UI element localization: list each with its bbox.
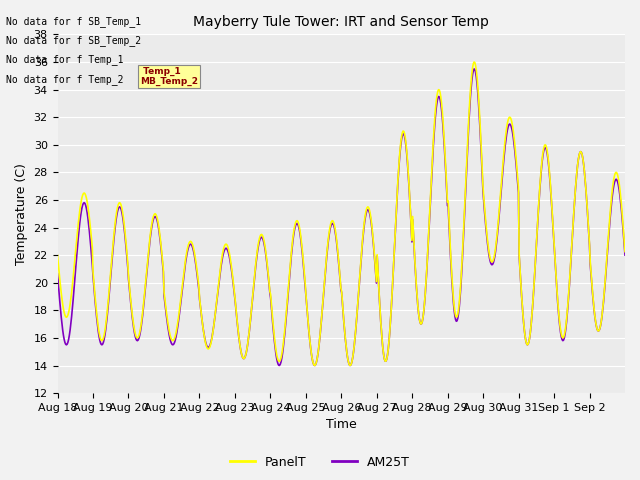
Text: No data for f Temp_2: No data for f Temp_2 <box>6 73 124 84</box>
Title: Mayberry Tule Tower: IRT and Sensor Temp: Mayberry Tule Tower: IRT and Sensor Temp <box>193 15 489 29</box>
Text: No data for f Temp_1: No data for f Temp_1 <box>6 54 124 65</box>
Y-axis label: Temperature (C): Temperature (C) <box>15 163 28 264</box>
X-axis label: Time: Time <box>326 419 356 432</box>
Text: No data for f SB_Temp_2: No data for f SB_Temp_2 <box>6 35 141 46</box>
Legend: PanelT, AM25T: PanelT, AM25T <box>225 451 415 474</box>
Text: Temp_1
MB_Temp_2: Temp_1 MB_Temp_2 <box>140 67 198 86</box>
Text: No data for f SB_Temp_1: No data for f SB_Temp_1 <box>6 16 141 27</box>
